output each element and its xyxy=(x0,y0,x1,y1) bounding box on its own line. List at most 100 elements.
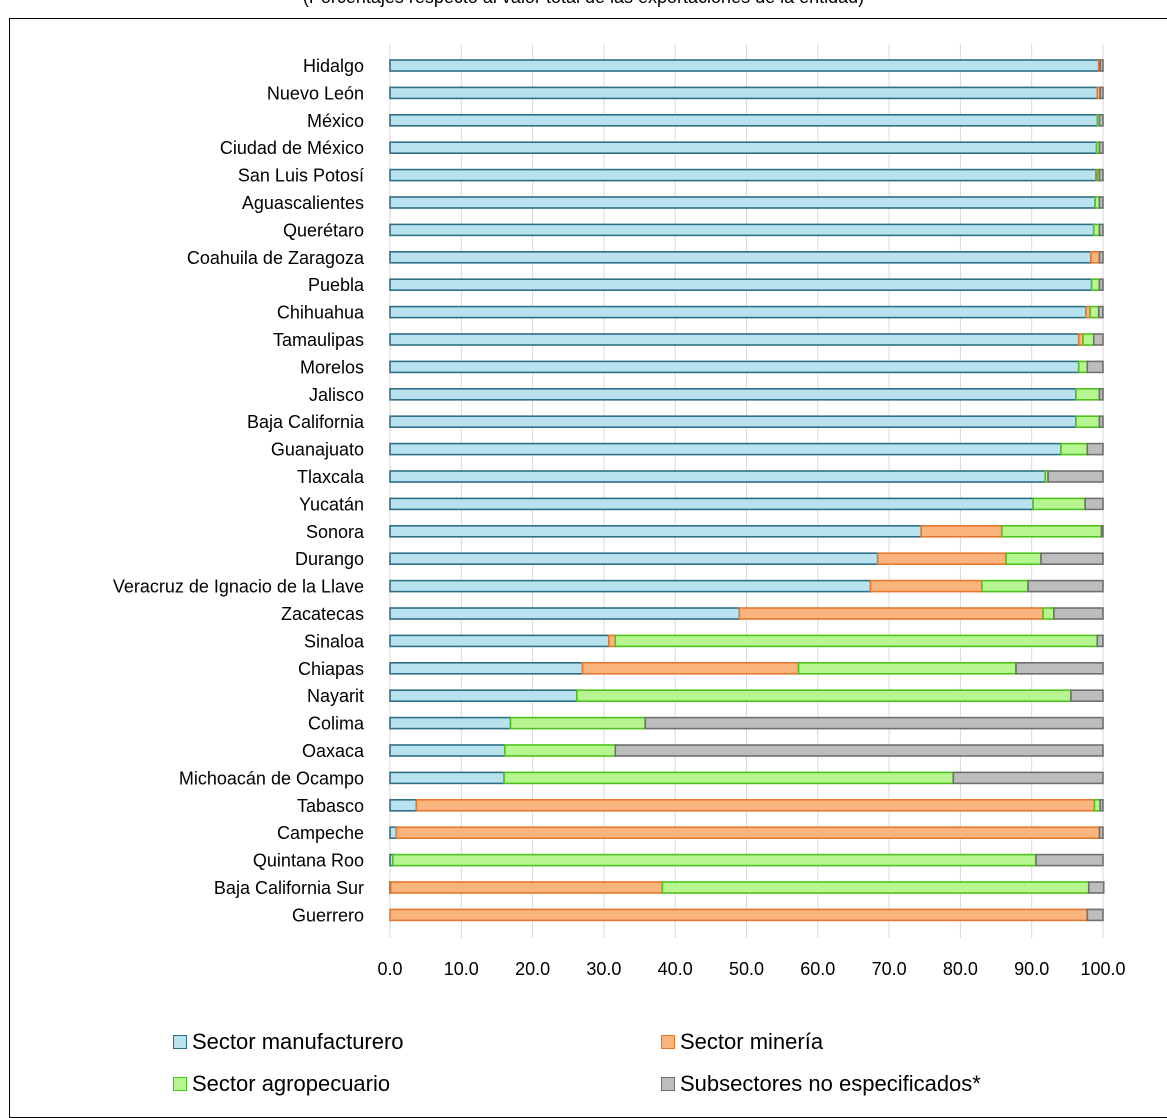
bar-segment xyxy=(1092,333,1104,346)
bar-segment xyxy=(1035,853,1104,867)
bar-segment xyxy=(1086,360,1104,374)
bar-segment xyxy=(1060,442,1089,456)
bar-segment xyxy=(1098,278,1104,292)
category-label: Colima xyxy=(308,714,365,734)
bar-segment xyxy=(1075,387,1101,401)
x-tick-label: 90.0 xyxy=(1014,959,1049,979)
category-label: México xyxy=(307,111,364,131)
bar-segment xyxy=(1075,415,1101,429)
bar-segment xyxy=(1000,524,1103,538)
category-label: Tamaulipas xyxy=(273,330,364,350)
category-label: Baja California Sur xyxy=(214,878,364,898)
category-label: Quintana Roo xyxy=(253,851,364,871)
bar-segment xyxy=(1098,196,1104,209)
bar-segment xyxy=(389,305,1087,319)
x-tick-labels: 0.0 10.0 20.0 30.0 40.0 50.0 60.0 70.0 80.0 90.0 1… xyxy=(377,959,1125,979)
bar-segment xyxy=(389,497,1034,511)
bar-segment xyxy=(920,524,1003,538)
bar-segment xyxy=(389,552,879,566)
legend-label: Sector agropecuario xyxy=(192,1071,391,1096)
category-label: Nuevo León xyxy=(267,83,364,103)
bar-segment xyxy=(389,387,1077,401)
bar-segment xyxy=(1090,278,1101,292)
legend-label: Sector minería xyxy=(680,1029,824,1054)
bar-segment xyxy=(389,333,1080,346)
bar-segment xyxy=(389,607,741,620)
bar-segment xyxy=(503,744,617,757)
category-label: Hidalgo xyxy=(303,56,364,76)
category-label: Zacatecas xyxy=(281,604,364,624)
bar-segment xyxy=(1089,305,1100,319)
bar-segment xyxy=(503,771,955,785)
bar-segment xyxy=(389,251,1092,264)
category-label: Coahuila de Zaragoza xyxy=(187,248,365,268)
bar-segment xyxy=(509,716,647,730)
x-tick-label: 10.0 xyxy=(444,959,479,979)
bar-segment xyxy=(415,798,1096,812)
bar-segment xyxy=(389,114,1099,127)
bar-segment xyxy=(1099,86,1104,100)
x-tick-label: 50.0 xyxy=(729,959,764,979)
bar-segment xyxy=(1087,881,1105,894)
bar-segment xyxy=(389,579,872,593)
bar-segment xyxy=(389,689,578,703)
category-label: Guanajuato xyxy=(271,440,364,460)
legend-swatch xyxy=(173,1077,187,1091)
bar-segment xyxy=(389,442,1062,456)
bar-segment xyxy=(389,470,1047,483)
bar-segment xyxy=(1099,59,1104,72)
bars xyxy=(389,59,1105,922)
bar-segment xyxy=(1098,387,1104,401)
x-tick-label: 60.0 xyxy=(800,959,835,979)
category-label: Sonora xyxy=(306,522,365,542)
category-label: Nayarit xyxy=(307,686,364,706)
legend-item: Sector agropecuario xyxy=(173,1071,390,1097)
category-label: San Luis Potosí xyxy=(238,166,364,186)
category-label: Jalisco xyxy=(309,385,364,405)
category-label: Tlaxcala xyxy=(297,467,365,487)
bar-segment xyxy=(1098,826,1104,840)
bar-segment xyxy=(1098,251,1104,264)
bar-segment xyxy=(869,579,983,593)
bar-segment xyxy=(1042,607,1055,620)
category-label: Michoacán de Ocampo xyxy=(179,768,364,788)
category-label: Veracruz de Ignacio de la Llave xyxy=(113,577,364,597)
legend-swatch xyxy=(173,1035,187,1049)
bar-segment xyxy=(1098,141,1104,154)
category-label: Guerrero xyxy=(292,905,364,925)
legend-label: Subsectores no especificados* xyxy=(680,1071,981,1096)
category-label: Querétaro xyxy=(283,220,364,240)
bar-segment xyxy=(389,826,398,840)
category-label: Campeche xyxy=(277,823,364,843)
bar-segment xyxy=(389,86,1099,100)
bar-segment xyxy=(1015,661,1104,675)
bar-segment xyxy=(389,196,1096,209)
bar-segment xyxy=(1077,360,1089,374)
bar-segment xyxy=(389,141,1098,154)
bar-segment xyxy=(608,634,617,648)
bar-segment xyxy=(576,689,1072,703)
bar-segment xyxy=(980,579,1029,593)
bar-segment xyxy=(738,607,1044,620)
x-tick-label: 0.0 xyxy=(377,959,402,979)
category-label: Baja California xyxy=(247,412,365,432)
x-tick-label: 40.0 xyxy=(658,959,693,979)
bar-segment xyxy=(1005,552,1042,566)
bar-segment xyxy=(389,881,664,894)
bar-segment xyxy=(389,634,610,648)
category-label: Sinaloa xyxy=(304,631,365,651)
x-tick-label: 80.0 xyxy=(943,959,978,979)
bar-segment xyxy=(389,360,1080,374)
legend-item: Subsectores no especificados* xyxy=(661,1071,981,1097)
bar-segment xyxy=(614,744,1104,757)
x-tick-label: 20.0 xyxy=(515,959,550,979)
bar-segment xyxy=(1098,223,1104,237)
legend-swatch xyxy=(661,1035,675,1049)
bar-segment xyxy=(1099,798,1104,812)
bar-segment xyxy=(389,59,1100,72)
bar-segment xyxy=(389,771,505,785)
bar-segment xyxy=(1082,333,1095,346)
category-label: Oaxaca xyxy=(302,741,365,761)
bar-segment xyxy=(876,552,1007,566)
